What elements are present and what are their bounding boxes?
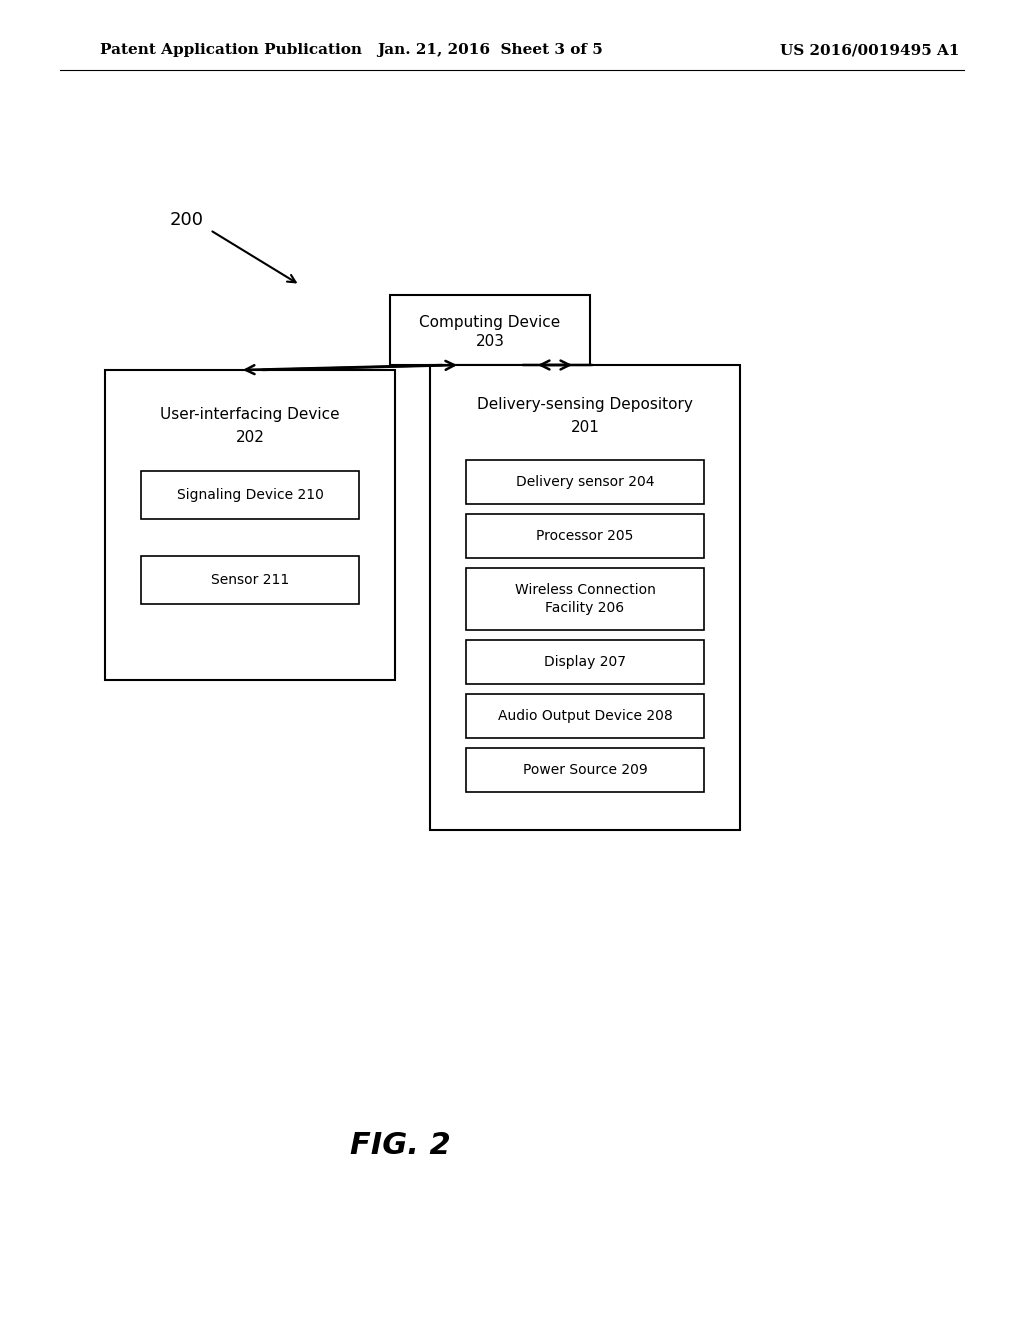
Bar: [466, 748, 705, 792]
Text: Wireless Connection: Wireless Connection: [515, 583, 655, 597]
Bar: [105, 370, 395, 680]
Text: 201: 201: [570, 421, 599, 436]
Bar: [466, 459, 705, 504]
Text: 203: 203: [475, 334, 505, 350]
Text: Display 207: Display 207: [544, 655, 626, 669]
Bar: [141, 471, 359, 519]
Text: 202: 202: [236, 430, 264, 446]
Bar: [141, 556, 359, 605]
Bar: [466, 640, 705, 684]
Text: Power Source 209: Power Source 209: [522, 763, 647, 777]
Text: Jan. 21, 2016  Sheet 3 of 5: Jan. 21, 2016 Sheet 3 of 5: [377, 44, 603, 57]
Text: Facility 206: Facility 206: [546, 601, 625, 615]
Text: Delivery-sensing Depository: Delivery-sensing Depository: [477, 397, 693, 412]
Text: Patent Application Publication: Patent Application Publication: [100, 44, 362, 57]
Bar: [466, 694, 705, 738]
Text: Computing Device: Computing Device: [420, 314, 560, 330]
Bar: [430, 366, 740, 830]
Text: Processor 205: Processor 205: [537, 529, 634, 543]
Text: Signaling Device 210: Signaling Device 210: [176, 488, 324, 502]
Text: FIG. 2: FIG. 2: [349, 1130, 451, 1159]
Bar: [466, 513, 705, 558]
Text: User-interfacing Device: User-interfacing Device: [160, 408, 340, 422]
Text: 200: 200: [170, 211, 204, 228]
Text: Delivery sensor 204: Delivery sensor 204: [516, 475, 654, 488]
Text: Sensor 211: Sensor 211: [211, 573, 289, 587]
Bar: [466, 568, 705, 630]
Text: US 2016/0019495 A1: US 2016/0019495 A1: [780, 44, 959, 57]
Bar: [390, 294, 590, 366]
Text: Audio Output Device 208: Audio Output Device 208: [498, 709, 673, 723]
